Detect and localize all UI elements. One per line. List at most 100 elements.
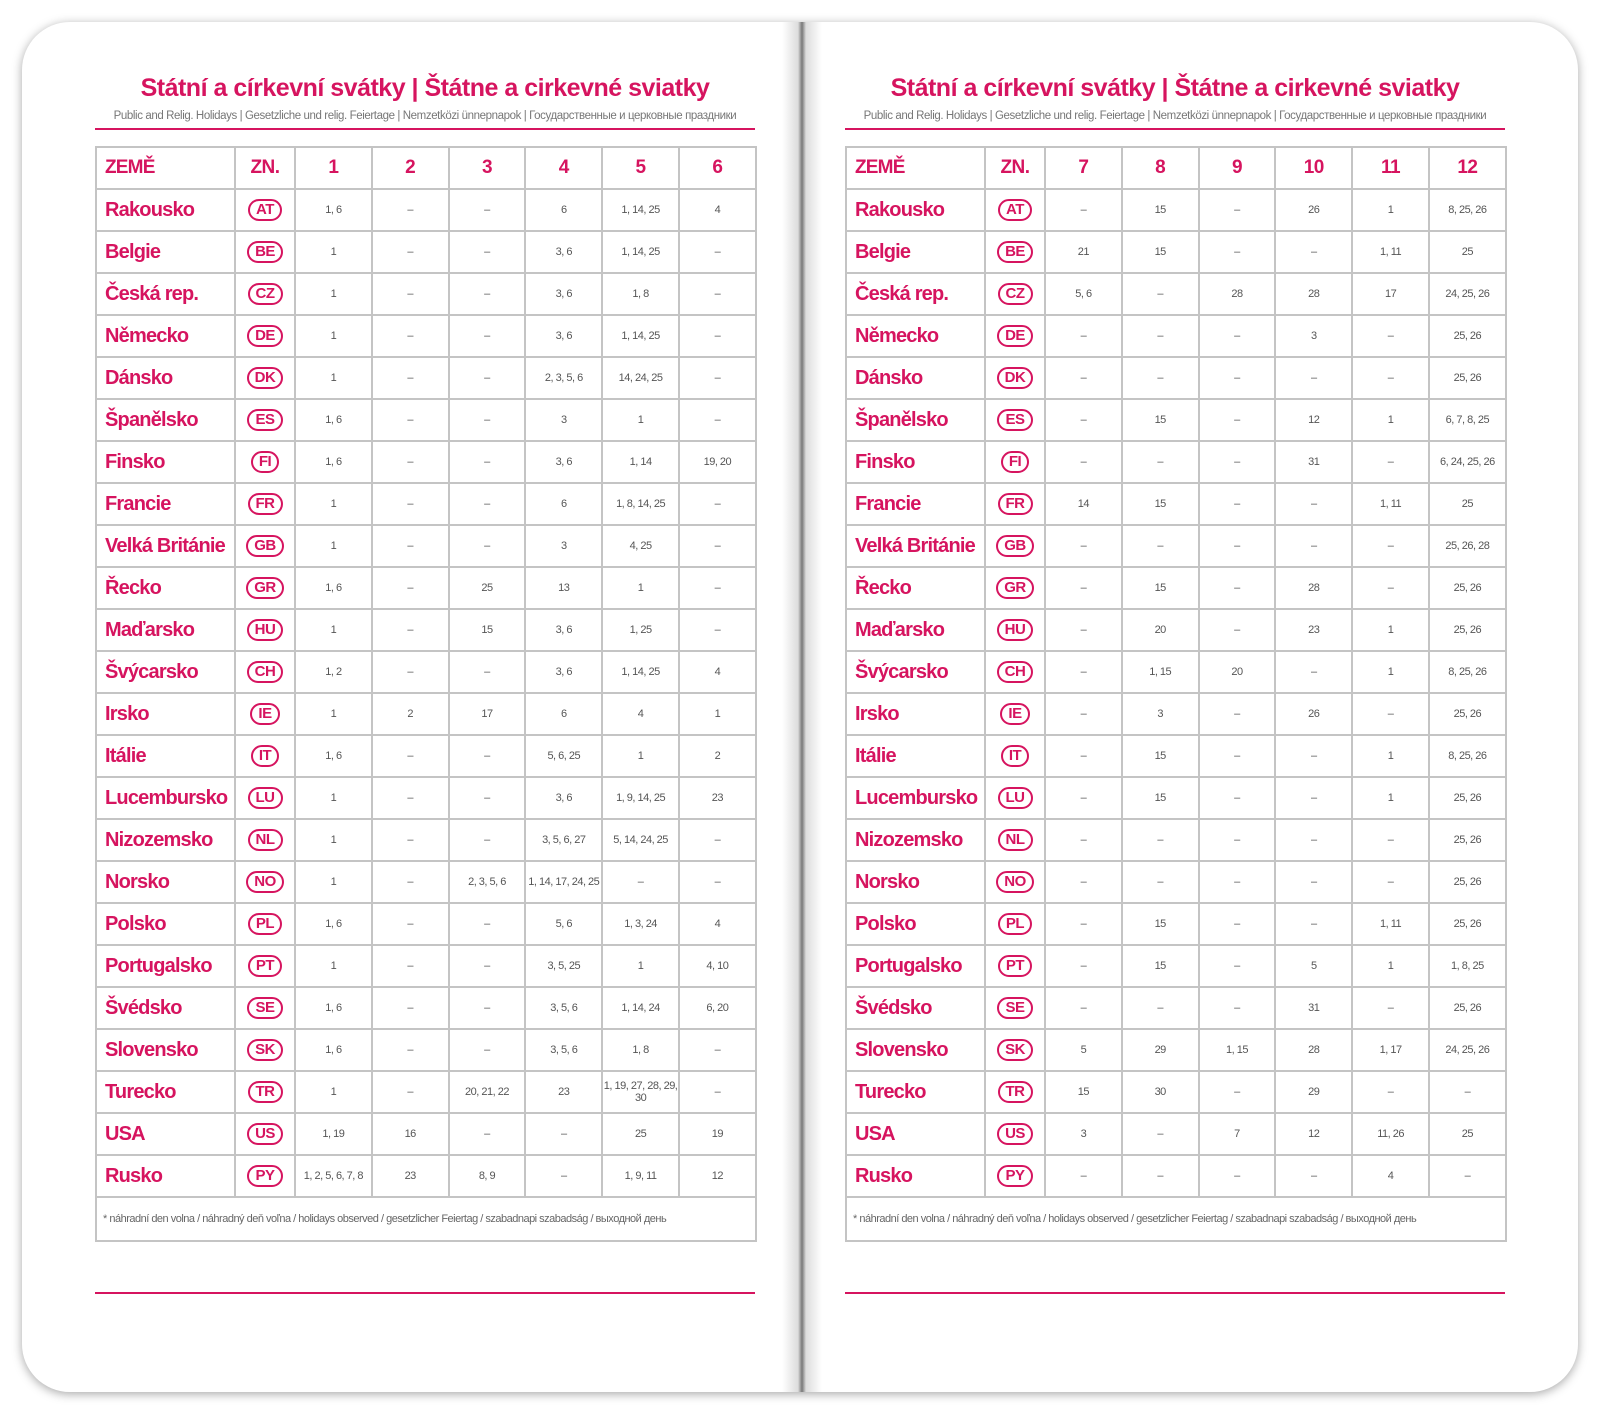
holiday-days: 25, 26 xyxy=(1427,314,1507,358)
holiday-days: 1, 8 xyxy=(601,272,680,316)
country-name: Španělsko xyxy=(845,398,986,442)
holiday-days: 1 xyxy=(294,944,373,988)
holiday-days: – xyxy=(1120,986,1200,1030)
country-code: GB xyxy=(996,535,1034,557)
holiday-days: 4 xyxy=(677,650,757,694)
country-code: PL xyxy=(997,913,1033,935)
holiday-days: – xyxy=(677,482,757,526)
holiday-days: 3 xyxy=(524,524,604,568)
holiday-days: 28 xyxy=(1274,1028,1354,1072)
table-row: Lucembursko LU 1– –3, 6 1, 9, 14, 25 23 xyxy=(95,776,757,820)
country-code: ES xyxy=(247,409,283,431)
country-name: Norsko xyxy=(95,860,236,904)
header-cell: 10 xyxy=(1274,146,1354,190)
holiday-days: 15 xyxy=(1120,776,1200,820)
holiday-days: 15 xyxy=(1120,734,1200,778)
holiday-days: 6 xyxy=(524,482,604,526)
holiday-days: 5, 6 xyxy=(1044,272,1123,316)
table-row: Belgie BE 1– –3, 6 1, 14, 25– xyxy=(95,230,757,274)
holiday-days: – xyxy=(447,734,527,778)
header-cell: 12 xyxy=(1427,146,1507,190)
holiday-days: 31 xyxy=(1274,986,1354,1030)
country-name: Lucembursko xyxy=(95,776,236,820)
holiday-days: 17 xyxy=(1351,272,1430,316)
header-cell: ZN. xyxy=(234,146,296,190)
holiday-days: 4 xyxy=(677,902,757,946)
holiday-days: – xyxy=(1197,692,1277,736)
holiday-days: – xyxy=(1351,356,1430,400)
holiday-days: 3 xyxy=(1120,692,1200,736)
holiday-days: – xyxy=(370,734,450,778)
holiday-days: 3, 6 xyxy=(524,272,604,316)
country-name: Řecko xyxy=(845,566,986,610)
holiday-days: – xyxy=(677,608,757,652)
holiday-days: – xyxy=(1197,566,1277,610)
holiday-days: – xyxy=(1274,902,1354,946)
holiday-days: – xyxy=(447,1112,527,1156)
holiday-days: 25, 26 xyxy=(1427,692,1507,736)
code-cell: IT xyxy=(234,734,296,778)
table-row: Polsko PL 1, 6– –5, 6 1, 3, 24 4 xyxy=(95,902,757,946)
country-code: FR xyxy=(247,493,283,515)
code-cell: AT xyxy=(234,188,296,232)
holiday-days: – xyxy=(1197,1070,1277,1114)
holiday-days: – xyxy=(1351,818,1430,862)
holiday-days: – xyxy=(1351,314,1430,358)
holiday-days: – xyxy=(370,398,450,442)
country-code: PT xyxy=(247,955,283,977)
holiday-days: – xyxy=(677,230,757,274)
holiday-days: – xyxy=(370,314,450,358)
code-cell: BE xyxy=(234,230,296,274)
country-name: Česká rep. xyxy=(95,272,236,316)
holiday-days: – xyxy=(447,356,527,400)
holiday-days: 24, 25, 26 xyxy=(1427,1028,1507,1072)
holiday-days: 14, 24, 25 xyxy=(601,356,680,400)
code-cell: AT xyxy=(984,188,1046,232)
holiday-days: – xyxy=(370,1070,450,1114)
holiday-days: 1 xyxy=(1351,734,1430,778)
table-row: Maďarsko HU –20–23 1 25, 26 xyxy=(845,608,1507,652)
holiday-days: 3, 6 xyxy=(524,440,604,484)
holiday-days: – xyxy=(447,818,527,862)
country-code: SE xyxy=(997,997,1033,1019)
country-name: Finsko xyxy=(845,440,986,484)
holiday-days: 6, 7, 8, 25 xyxy=(1427,398,1507,442)
holiday-days: 25 xyxy=(1427,482,1507,526)
country-code: AT xyxy=(248,199,282,221)
code-cell: PT xyxy=(984,944,1046,988)
header-cell: 4 xyxy=(524,146,604,190)
country-code: DK xyxy=(246,367,284,389)
holiday-days: 3, 5, 6 xyxy=(524,986,604,1030)
country-name: Rusko xyxy=(95,1154,236,1198)
holiday-days: 1 xyxy=(1351,188,1430,232)
holiday-days: – xyxy=(1044,398,1123,442)
table-row: Velká Británie GB 1– –3 4, 25– xyxy=(95,524,757,568)
holiday-table: ZEMĚ ZN. 1 2 3 4 5 6 Rakousko AT 1, 6– –6 1, 14, 25 4… xyxy=(95,146,757,1242)
holiday-days: – xyxy=(1427,1070,1507,1114)
holiday-days: – xyxy=(370,524,450,568)
holiday-days: 1 xyxy=(1351,776,1430,820)
holiday-days: – xyxy=(1197,482,1277,526)
holiday-days: – xyxy=(370,482,450,526)
holiday-days: – xyxy=(1197,398,1277,442)
country-name: Polsko xyxy=(845,902,986,946)
holiday-days: 1 xyxy=(1351,650,1430,694)
holiday-days: 1, 14, 25 xyxy=(601,314,680,358)
code-cell: LU xyxy=(984,776,1046,820)
holiday-days: 1 xyxy=(294,482,373,526)
table-row: Slovensko SK 1, 6– –3, 5, 6 1, 8– xyxy=(95,1028,757,1072)
table-row: Česká rep. CZ 1– –3, 6 1, 8– xyxy=(95,272,757,316)
table-row: Rakousko AT –15–26 1 8, 25, 26 xyxy=(845,188,1507,232)
code-cell: PL xyxy=(234,902,296,946)
code-cell: GR xyxy=(984,566,1046,610)
holiday-days: – xyxy=(1044,986,1123,1030)
holiday-days: – xyxy=(1351,524,1430,568)
table-row: Česká rep. CZ 5, 6–28 28 17 24, 25, 26 xyxy=(845,272,1507,316)
table-row: Dánsko DK – – – – –25, 26 xyxy=(845,356,1507,400)
country-name: Norsko xyxy=(845,860,986,904)
holiday-days: 15 xyxy=(1120,902,1200,946)
country-name: Irsko xyxy=(845,692,986,736)
country-code: HU xyxy=(246,619,284,641)
holiday-days: – xyxy=(1427,1154,1507,1198)
country-code: SK xyxy=(997,1039,1033,1061)
